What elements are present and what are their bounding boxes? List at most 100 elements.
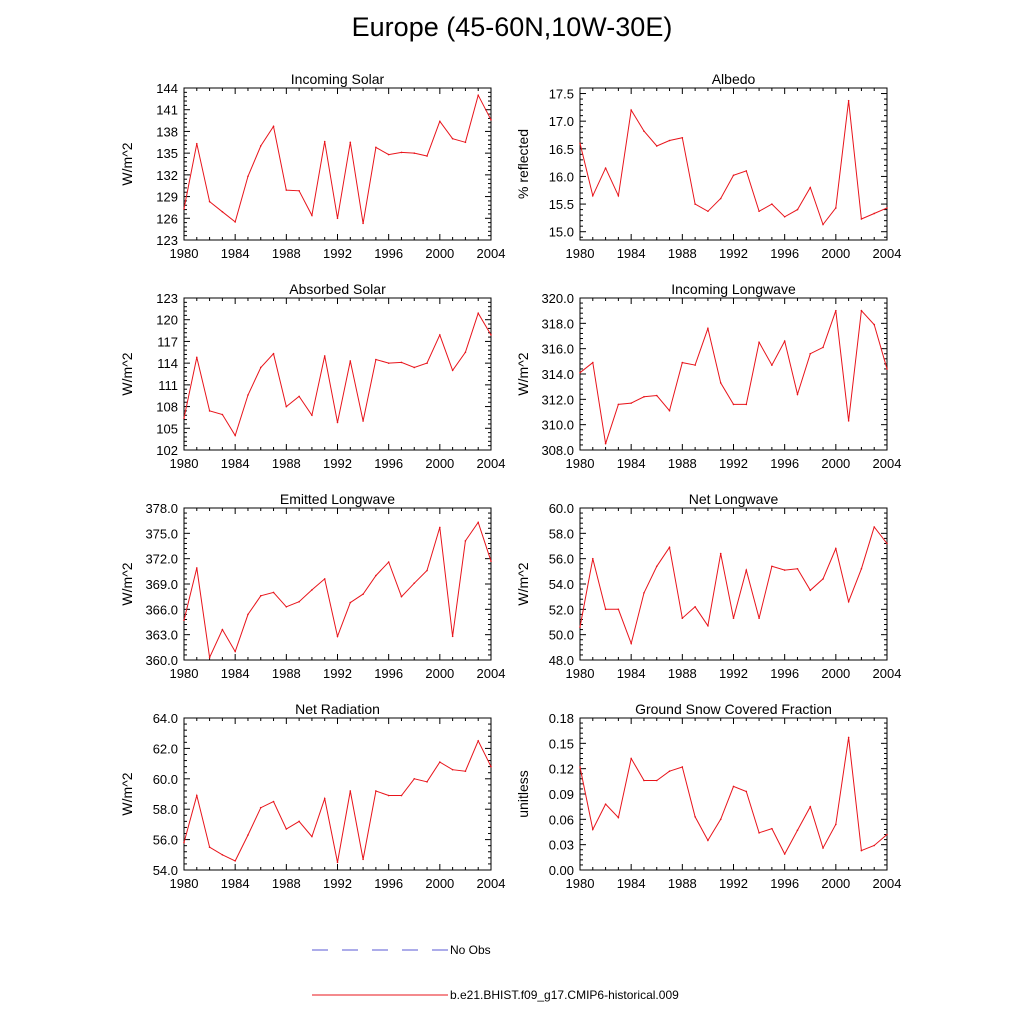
data-point [323,355,326,357]
data-point [630,109,632,111]
data-point [822,346,824,349]
data-point [617,608,620,611]
data-point [221,413,224,416]
y-tick-label: 54.0 [153,863,178,878]
x-tick-label: 2004 [477,456,506,471]
y-axis-label: W/m^2 [119,142,135,185]
series-line [579,100,888,226]
data-point [886,542,888,545]
y-tick-label: 310.0 [541,418,574,433]
data-point [349,790,352,792]
data-point [860,309,863,312]
x-tick-label: 1992 [719,666,748,681]
data-point [349,360,352,362]
data-point [847,736,850,739]
x-tick-label: 1992 [323,876,352,891]
data-point [247,613,249,616]
data-point [822,847,824,849]
data-point [183,619,185,622]
panel-title: Incoming Longwave [671,281,796,297]
y-tick-label: 138 [156,124,178,139]
data-point [643,396,645,398]
data-point [490,334,492,336]
y-tick-label: 105 [156,421,178,436]
data-point [732,174,735,177]
x-tick-label: 1984 [617,456,646,471]
data-point [694,203,696,205]
data-point [311,214,313,217]
data-point [298,820,300,823]
x-tick-label: 2004 [477,246,506,261]
data-point [285,606,288,608]
data-point [272,591,275,594]
data-point [681,766,684,768]
data-point [783,569,786,571]
data-point [732,785,735,788]
chart-panel: Absorbed Solar W/m^2 1980 1984 1988 1992 1996 2… [119,281,505,471]
data-point [809,589,812,592]
x-tick-label: 2004 [873,876,902,891]
data-point [886,833,888,836]
data-point [234,650,236,653]
data-point [451,369,454,372]
data-point [847,600,850,603]
data-point [336,421,339,424]
data-point [604,442,607,445]
y-tick-label: 308.0 [541,443,574,458]
y-axis-label: W/m^2 [119,562,135,605]
data-point [604,803,607,805]
data-point [336,217,339,220]
data-point [643,130,645,132]
data-point [311,414,313,417]
x-tick-label: 1980 [566,456,595,471]
y-tick-label: 126 [156,211,178,226]
x-tick-label: 1980 [566,666,595,681]
data-point [400,361,403,364]
y-tick-label: 132 [156,168,178,183]
x-tick-label: 2000 [425,876,454,891]
data-point [707,839,709,842]
data-point [477,94,480,97]
data-point [668,770,671,772]
x-tick-label: 1984 [221,876,250,891]
data-point [604,167,607,169]
y-tick-label: 114 [157,356,178,371]
data-point [758,832,760,834]
data-point [617,194,620,197]
data-point [745,790,748,793]
legend: No Obs b.e21.BHIST.f09_g17.CMIP6-historic… [312,943,679,1002]
x-tick-label: 1988 [668,876,697,891]
data-point [630,402,632,404]
y-tick-label: 0.06 [549,812,574,827]
x-tick-label: 1996 [374,246,403,261]
x-tick-label: 1996 [770,876,799,891]
data-point [643,592,645,594]
y-tick-label: 378.0 [145,501,178,516]
data-point [758,210,760,213]
data-point [311,589,313,591]
data-point [745,170,748,172]
panel-title: Net Longwave [689,491,779,507]
data-point [732,617,735,619]
y-tick-label: 15.0 [549,225,574,240]
data-point [439,334,441,336]
chart-panel: Net Longwave W/m^2 1980 1984 1988 1992 1996 200… [515,491,901,681]
data-point [477,740,480,742]
data-point [400,151,403,154]
data-point [835,823,837,826]
x-tick-label: 1984 [617,876,646,891]
data-point [655,779,658,782]
data-point [873,212,876,215]
series-line [579,309,888,444]
data-point [796,393,799,396]
y-tick-label: 360.0 [145,653,178,668]
data-point [681,136,684,139]
data-point [323,578,326,580]
data-point [336,635,339,638]
y-tick-label: 111 [158,378,178,393]
data-point [362,858,364,861]
data-point [451,768,454,771]
plot-frame [579,507,888,661]
y-tick-label: 54.0 [549,577,574,592]
y-tick-label: 117 [157,334,178,349]
